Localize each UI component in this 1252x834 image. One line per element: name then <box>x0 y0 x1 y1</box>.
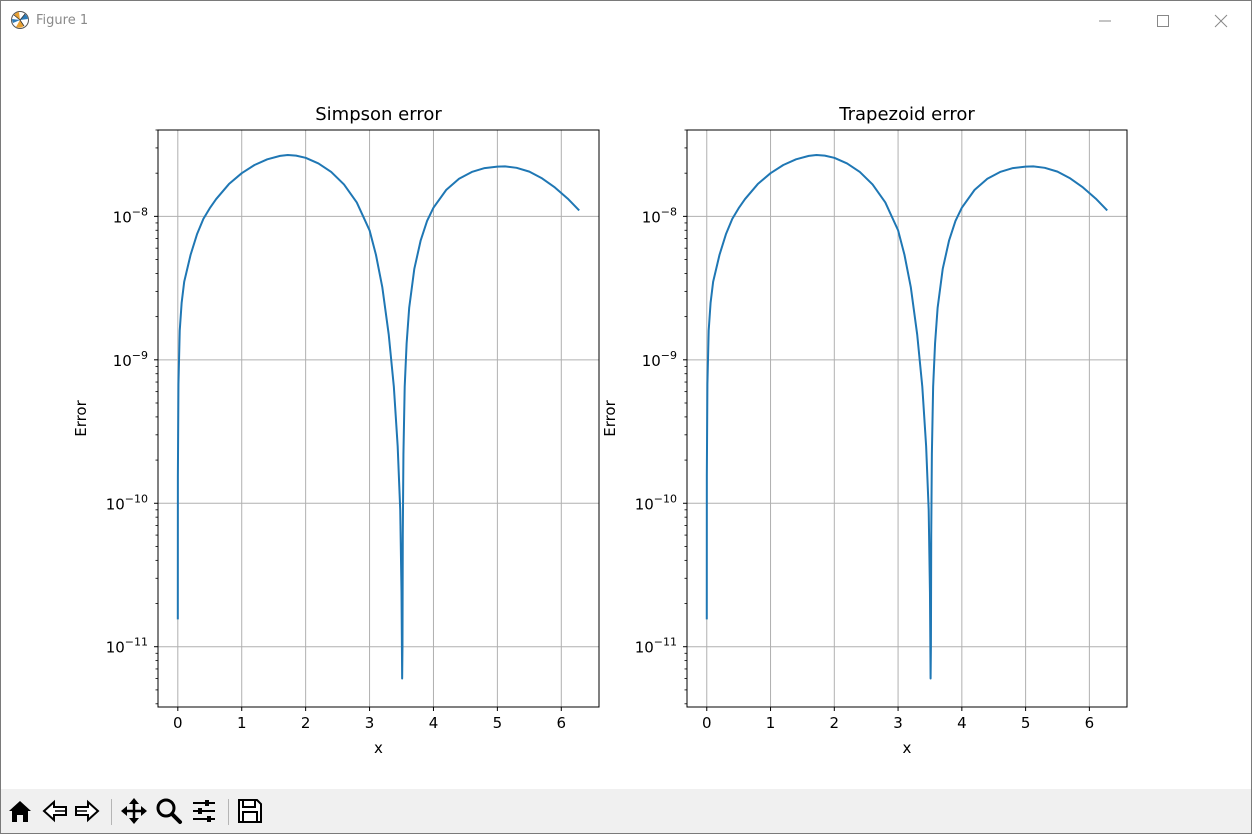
subplot-1: 0 1 2 3 4 5 6 10−11 10−10 10−9 10−8 Simpson error x E… <box>72 104 600 757</box>
maximize-button[interactable] <box>1134 1 1192 41</box>
tick-label-x: 3 <box>893 714 903 732</box>
window-title: Figure 1 <box>36 13 89 28</box>
navigation-toolbar <box>1 789 1251 833</box>
figure-plot: 0 1 2 3 4 5 6 10−11 10−10 10−9 10−8 Simpson error x E… <box>72 104 1128 757</box>
toolbar-separator <box>228 799 229 825</box>
tick-label-x: 2 <box>301 714 311 732</box>
close-button[interactable] <box>1192 1 1250 41</box>
subplot-2: 0 1 2 3 4 5 6 10−11 10−10 10−9 10−8 Trapezoid error… <box>601 104 1128 757</box>
tick-label-y: 10−8 <box>113 205 148 226</box>
tick-label-y: 10−10 <box>106 492 148 513</box>
matplotlib-logo-icon <box>11 11 29 29</box>
tick-label-x: 2 <box>830 714 840 732</box>
zoom-button[interactable] <box>153 795 185 827</box>
tick-label-x: 6 <box>1085 714 1095 732</box>
error-series-line <box>705 153 1108 680</box>
title-bar[interactable]: Figure 1 <box>1 1 1251 41</box>
tick-label-y: 10−9 <box>642 349 677 370</box>
y-axis-label: Error <box>601 399 619 436</box>
forward-button[interactable] <box>71 795 103 827</box>
pan-button[interactable] <box>118 795 150 827</box>
tick-label-x: 1 <box>766 714 776 732</box>
y-axis-label: Error <box>72 399 90 436</box>
subplot-title: Simpson error <box>315 104 442 125</box>
zoom-icon <box>156 798 182 824</box>
axes-frame <box>686 129 1128 708</box>
x-axis-label: x <box>374 739 383 757</box>
back-arrow-icon <box>42 799 67 823</box>
tick-label-x: 0 <box>702 714 712 732</box>
maximize-icon <box>1157 15 1169 27</box>
tick-label-x: 5 <box>1021 714 1031 732</box>
save-icon <box>238 799 262 823</box>
x-axis-label: x <box>903 739 912 757</box>
axes-frame <box>157 129 600 708</box>
tick-label-y: 10−10 <box>635 492 677 513</box>
configure-subplots-icon <box>193 800 215 822</box>
minimize-icon <box>1099 20 1111 22</box>
error-series-line <box>176 153 580 680</box>
tick-label-y: 10−11 <box>635 636 677 657</box>
tick-label-x: 3 <box>365 714 375 732</box>
figure-canvas[interactable]: 0 1 2 3 4 5 6 10−11 10−10 10−9 10−8 Simpson error x E… <box>1 41 1251 789</box>
tick-label-y: 10−9 <box>113 349 148 370</box>
tick-label-x: 0 <box>173 714 183 732</box>
pan-icon <box>121 798 147 824</box>
tick-label-x: 5 <box>493 714 503 732</box>
close-icon <box>1214 14 1228 28</box>
configure-subplots-button[interactable] <box>188 795 220 827</box>
tick-label-y: 10−8 <box>642 205 677 226</box>
save-button[interactable] <box>234 795 266 827</box>
home-icon <box>9 801 31 822</box>
tick-label-x: 4 <box>429 714 439 732</box>
home-button[interactable] <box>4 795 36 827</box>
tick-label-y: 10−11 <box>106 636 148 657</box>
tick-label-x: 6 <box>557 714 567 732</box>
toolbar-separator <box>111 799 112 825</box>
tick-label-x: 4 <box>957 714 967 732</box>
subplot-title: Trapezoid error <box>838 104 975 125</box>
tick-label-x: 1 <box>237 714 247 732</box>
back-button[interactable] <box>39 795 71 827</box>
minimize-button[interactable] <box>1076 1 1134 41</box>
forward-arrow-icon <box>75 799 100 823</box>
